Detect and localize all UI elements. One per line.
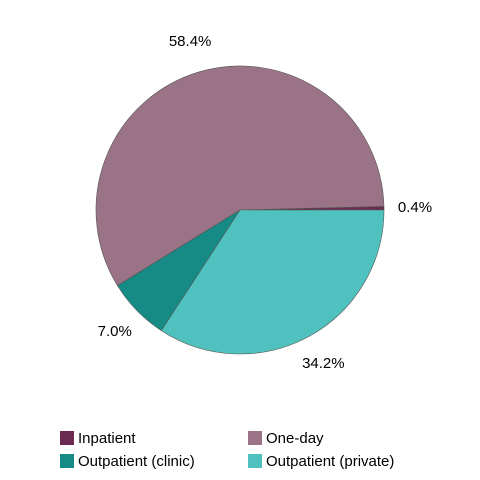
- legend-label: One-day: [266, 430, 324, 447]
- legend-label: Outpatient (private): [266, 453, 394, 470]
- legend-swatch: [248, 454, 262, 468]
- legend-swatch: [248, 431, 262, 445]
- slice-label: 0.4%: [398, 199, 432, 216]
- legend-label: Inpatient: [78, 430, 136, 447]
- pie-slice: [160, 209, 385, 355]
- pie-slice: [95, 65, 385, 287]
- legend-label: Outpatient (clinic): [78, 453, 195, 470]
- slice-label: 7.0%: [98, 323, 132, 340]
- slice-label: 34.2%: [302, 355, 345, 372]
- legend-swatch: [60, 431, 74, 445]
- slice-label: 58.4%: [169, 33, 212, 50]
- legend-swatch: [60, 454, 74, 468]
